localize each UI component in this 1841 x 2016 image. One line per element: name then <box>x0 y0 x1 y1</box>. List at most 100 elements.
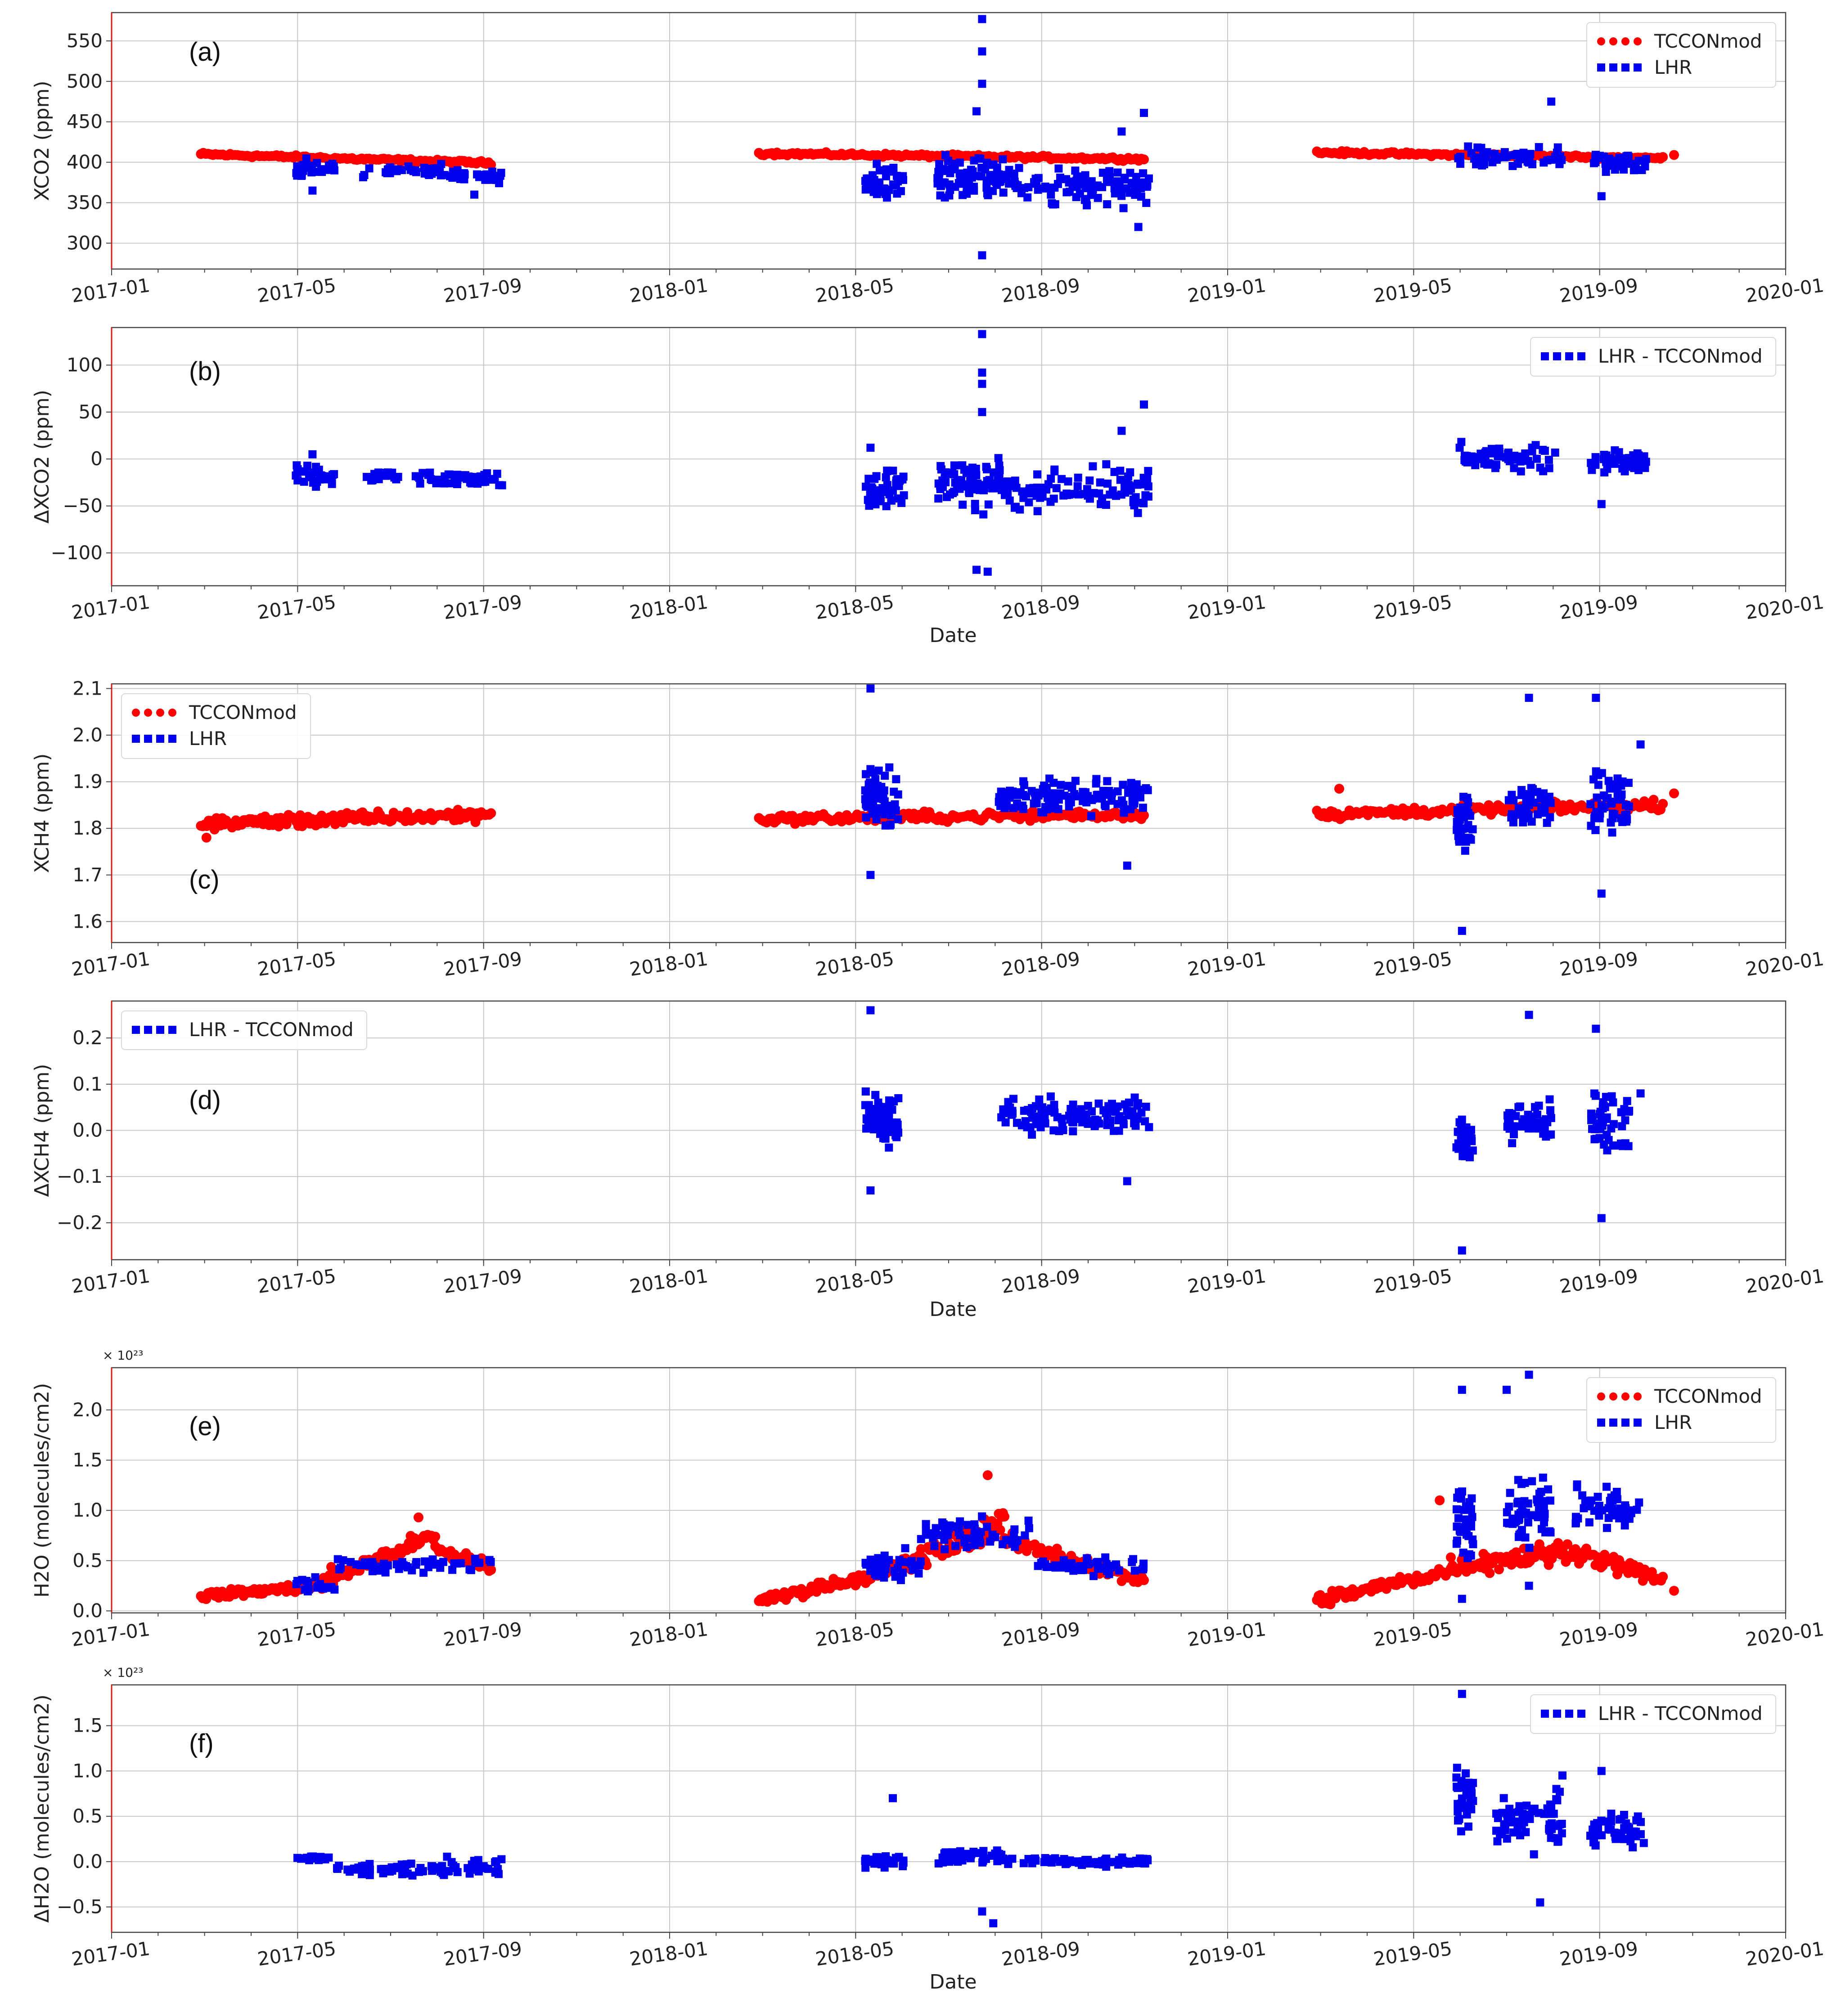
data-point <box>869 1559 878 1567</box>
data-point <box>1551 448 1559 457</box>
data-point <box>1625 454 1634 462</box>
legend-label: LHR - TCCONmod <box>189 1019 354 1041</box>
data-point <box>1590 1089 1598 1098</box>
data-point <box>1546 1106 1555 1114</box>
data-point <box>983 1522 991 1531</box>
data-point <box>1015 164 1023 172</box>
panel-c: 1.6 1.7 1.8 1.9 2.0 2.1 2017-01 2017-05 2017-09 2… <box>31 677 1825 980</box>
data-point <box>951 1542 960 1550</box>
data-point <box>1516 1102 1524 1111</box>
data-point <box>1117 796 1126 805</box>
data-point <box>995 471 1004 480</box>
data-point <box>983 567 992 576</box>
data-point <box>941 1545 949 1554</box>
data-point <box>1464 142 1472 151</box>
data-point <box>1081 1856 1089 1864</box>
data-point <box>1102 460 1111 468</box>
data-point <box>424 471 432 479</box>
data-point <box>1054 805 1062 813</box>
data-point <box>1054 164 1063 173</box>
data-point <box>1462 1769 1470 1778</box>
data-point <box>1613 774 1622 783</box>
data-point <box>1013 1118 1022 1127</box>
data-point <box>1058 475 1066 483</box>
data-point <box>1021 1531 1029 1540</box>
data-point <box>1065 796 1073 805</box>
data-point <box>1454 1816 1463 1825</box>
x-tick-label: 2017-09 <box>442 1618 523 1651</box>
data-point <box>433 476 442 484</box>
data-point <box>1636 458 1645 467</box>
panel-f: −0.5 0.0 0.5 1.0 1.5 2017-01 2017-05 2017-09 201… <box>31 1665 1825 1994</box>
data-point <box>1610 1491 1619 1500</box>
legend-label: LHR - TCCONmod <box>1598 345 1763 367</box>
data-point <box>1094 1565 1103 1573</box>
data-point <box>301 467 309 476</box>
x-axis-label: Date <box>929 624 977 647</box>
data-point <box>909 1566 917 1574</box>
x-tick-label: 2019-05 <box>1372 1265 1454 1298</box>
y-axis-label: XCH4 (ppm) <box>31 754 54 873</box>
x-tick-label: 2018-05 <box>814 591 896 624</box>
data-point <box>385 165 393 173</box>
data-point <box>865 794 874 803</box>
data-point <box>978 80 986 88</box>
data-point <box>1521 449 1530 458</box>
data-point <box>1133 480 1142 489</box>
data-point <box>359 173 367 181</box>
data-point <box>450 1559 459 1568</box>
data-point <box>1126 1111 1134 1120</box>
data-point <box>1089 1572 1098 1580</box>
data-point <box>1117 490 1125 499</box>
data-point <box>979 1847 988 1855</box>
data-point <box>1056 173 1064 182</box>
x-tick-label: 2019-09 <box>1558 1937 1639 1970</box>
data-point <box>934 479 943 488</box>
data-point <box>1552 1785 1561 1793</box>
data-point <box>386 1867 394 1876</box>
x-tick-label: 2018-09 <box>1000 947 1081 980</box>
data-point <box>1527 817 1536 826</box>
data-point <box>1534 1512 1542 1520</box>
x-tick-label: 2017-01 <box>70 591 152 624</box>
legend-marker <box>1553 352 1561 360</box>
data-point <box>313 1583 321 1592</box>
data-point <box>888 1856 897 1865</box>
data-point <box>1546 813 1554 822</box>
data-point <box>1524 811 1533 819</box>
x-tick-label: 2017-09 <box>442 274 523 307</box>
data-point <box>1094 193 1102 202</box>
data-point <box>1629 1843 1637 1852</box>
x-tick-label: 2018-05 <box>814 1618 896 1651</box>
data-point <box>892 775 900 783</box>
data-point <box>989 1919 998 1927</box>
data-point <box>1592 1024 1600 1033</box>
data-point <box>922 1520 930 1528</box>
data-point <box>470 190 478 199</box>
data-point <box>882 193 891 202</box>
data-point <box>995 793 1004 801</box>
data-point <box>1454 1514 1463 1522</box>
data-point <box>1128 1558 1136 1567</box>
data-point <box>1080 490 1089 498</box>
data-point <box>1094 1099 1103 1108</box>
x-tick-label: 2017-05 <box>256 591 338 624</box>
data-point <box>885 1096 893 1105</box>
data-point <box>1124 789 1133 797</box>
data-point <box>862 813 870 822</box>
data-point <box>1139 1575 1149 1585</box>
panel-tag: (f) <box>189 1729 214 1758</box>
data-point <box>374 471 383 479</box>
data-point <box>1120 808 1128 817</box>
data-point <box>1539 1129 1548 1138</box>
data-point <box>995 1525 1005 1535</box>
data-point <box>885 1143 893 1152</box>
legend-box <box>1530 337 1776 377</box>
data-point <box>1605 160 1613 169</box>
data-point <box>1482 153 1490 162</box>
data-point <box>1072 193 1080 202</box>
data-point <box>1462 1515 1470 1524</box>
data-point <box>963 1521 972 1529</box>
data-point <box>1048 804 1056 813</box>
data-point <box>1500 1820 1508 1828</box>
